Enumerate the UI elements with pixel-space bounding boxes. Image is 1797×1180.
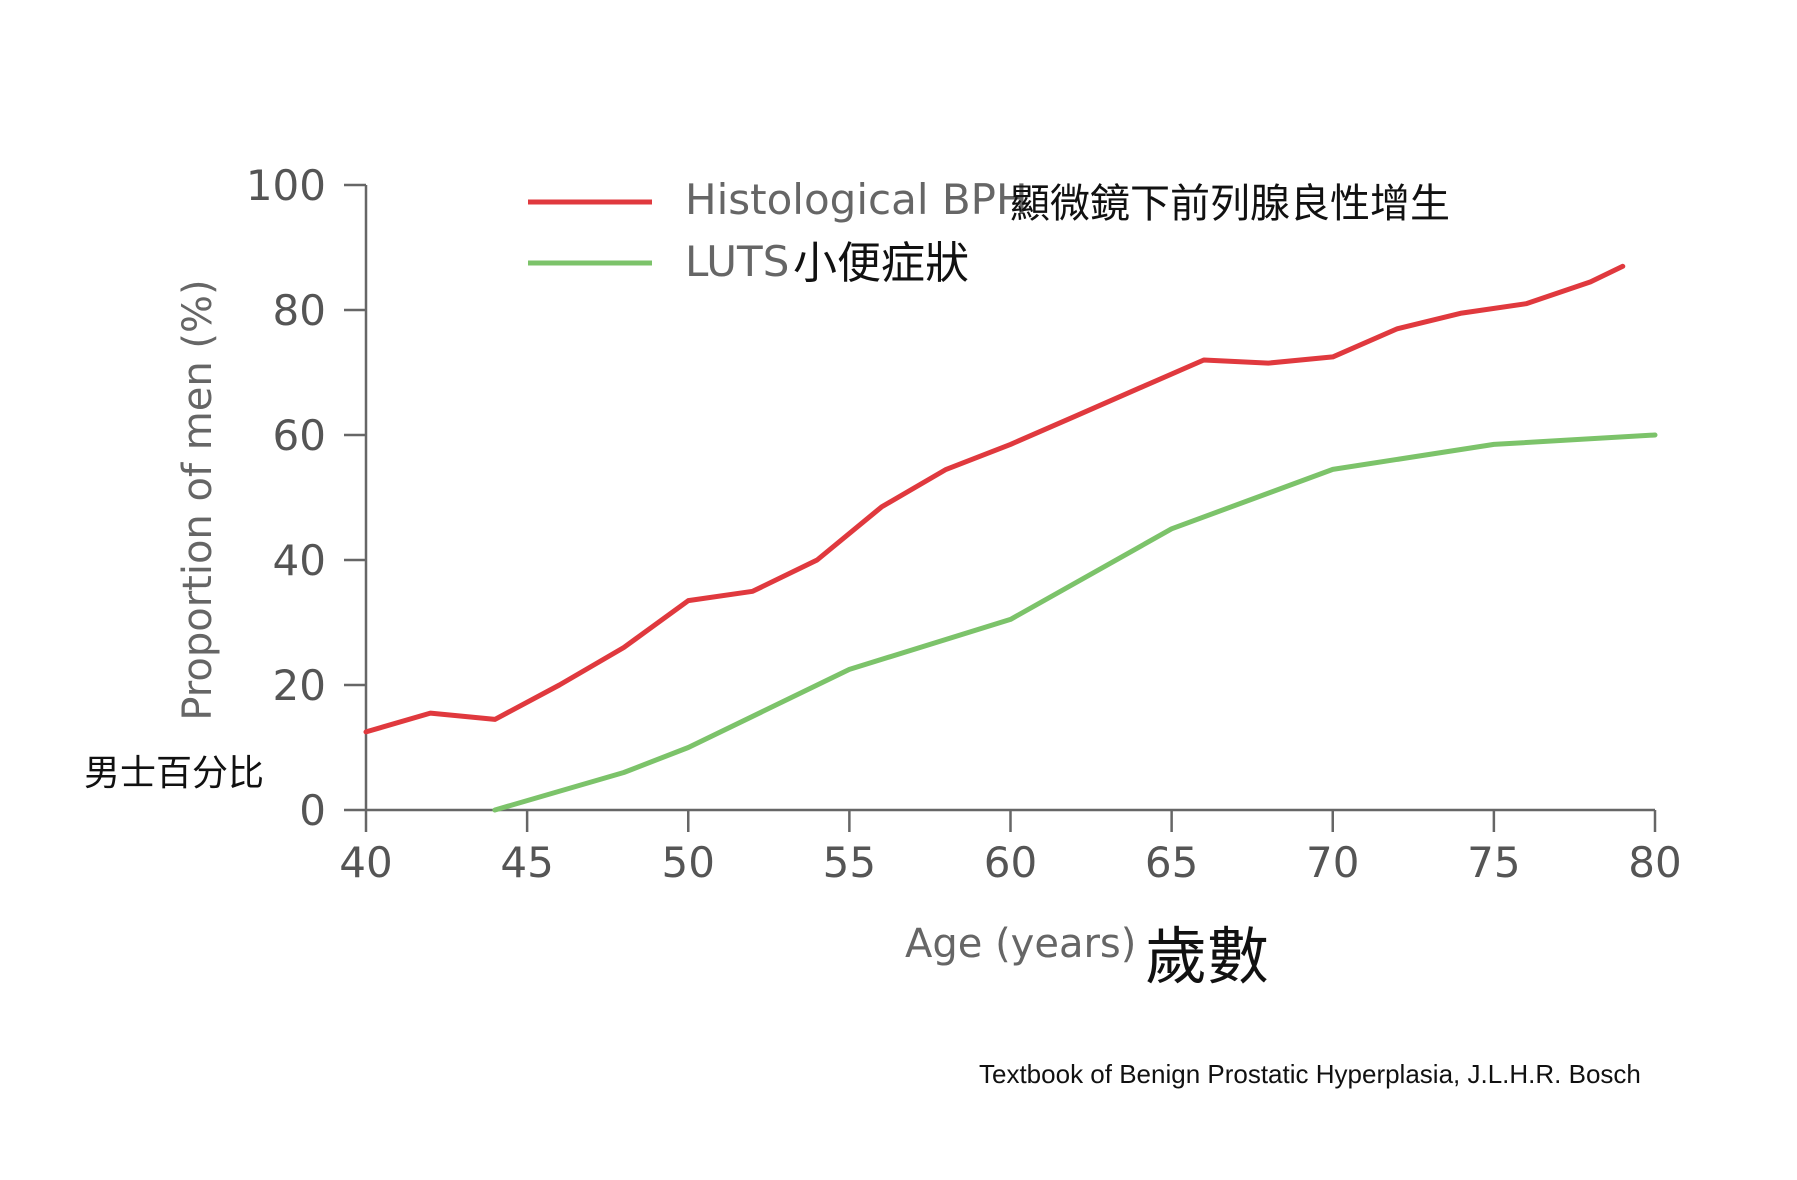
- x-axis-label-zh: 歲數: [1145, 920, 1269, 993]
- source-note: Textbook of Benign Prostatic Hyperplasia…: [979, 1059, 1641, 1089]
- y-tick-label-60: 60: [273, 411, 326, 460]
- series-line-luts: [492, 432, 1658, 813]
- x-tick-label-45: 45: [500, 838, 553, 887]
- y-axis-label: Proportion of men (%): [175, 279, 221, 720]
- y-tick-label-40: 40: [273, 536, 326, 585]
- series-layer: [363, 263, 1658, 813]
- legend-label-luts-zh: 小便症狀: [793, 238, 969, 289]
- legend: Histological BPH 顯微鏡下前列腺良性增生 LUTS 小便症狀: [528, 175, 1450, 289]
- x-tick-label-75: 75: [1467, 838, 1520, 887]
- axes: [364, 185, 1655, 812]
- y-tick-label-0: 0: [299, 786, 326, 835]
- x-axis-ticks: 40 45 50 55 60 65 70 75 80: [339, 810, 1682, 887]
- y-tick-label-80: 80: [273, 286, 326, 335]
- x-tick-label-70: 70: [1306, 838, 1359, 887]
- legend-label-histological-bph-zh: 顯微鏡下前列腺良性增生: [1010, 181, 1450, 227]
- y-axis-ticks: 0 20 40 60 80 100: [246, 161, 366, 835]
- x-tick-label-50: 50: [662, 838, 715, 887]
- legend-label-luts: LUTS: [685, 237, 789, 286]
- x-tick-label-55: 55: [823, 838, 876, 887]
- y-tick-label-100: 100: [246, 161, 326, 210]
- series-line-histological-bph: [363, 263, 1626, 735]
- y-axis-label-zh: 男士百分比: [84, 753, 264, 794]
- x-tick-label-65: 65: [1145, 838, 1198, 887]
- x-tick-label-40: 40: [339, 838, 392, 887]
- y-tick-label-20: 20: [273, 661, 326, 710]
- legend-label-histological-bph: Histological BPH: [685, 175, 1028, 224]
- x-tick-label-60: 60: [984, 838, 1037, 887]
- x-axis-label: Age (years): [905, 921, 1136, 967]
- x-tick-label-80: 80: [1628, 838, 1681, 887]
